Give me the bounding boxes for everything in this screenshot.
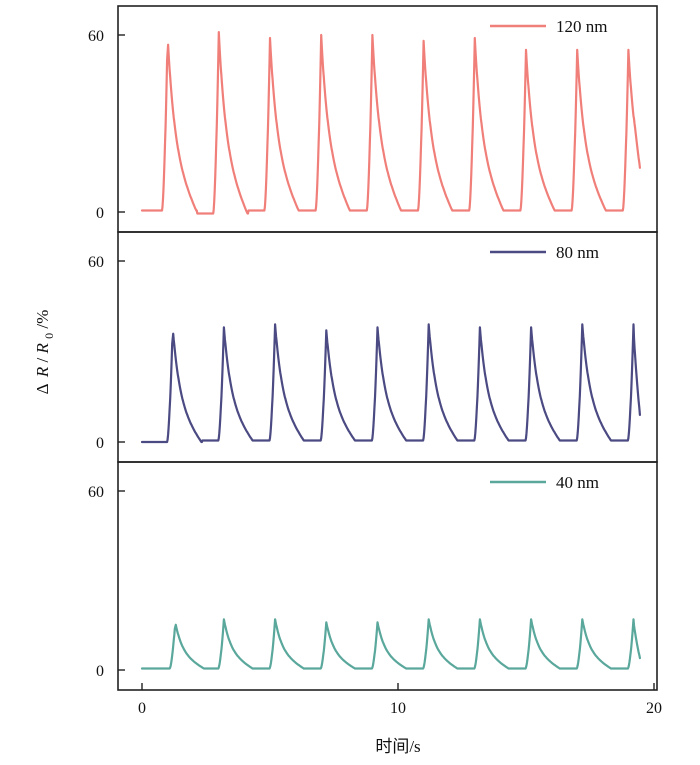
y-axis-label-slash: / bbox=[33, 357, 52, 362]
x-axis-label: 时间/s bbox=[375, 737, 420, 756]
series-line-1 bbox=[140, 31, 641, 215]
y-tick-label: 60 bbox=[88, 254, 104, 271]
x-tick-label: 0 bbox=[138, 700, 146, 717]
legend-label: 80 nm bbox=[556, 243, 599, 262]
y-axis-label-delta: Δ bbox=[33, 383, 52, 394]
panels-layer: 0 60 120 nm 0 60 80 nm 0 60 40 nm bbox=[88, 5, 658, 691]
panel-3: 0 60 40 nm bbox=[88, 461, 658, 691]
y-axis-label-r0: R bbox=[33, 342, 52, 354]
panel-frame bbox=[117, 231, 658, 463]
y-axis-label-subscript: 0 bbox=[42, 333, 56, 339]
panel-1: 0 60 120 nm bbox=[88, 5, 658, 233]
legend-label: 120 nm bbox=[556, 17, 607, 36]
y-tick-label: 0 bbox=[96, 435, 104, 452]
series-line-2 bbox=[140, 323, 641, 444]
y-tick-label: 60 bbox=[88, 28, 104, 45]
x-tick-label: 20 bbox=[646, 700, 662, 717]
legend-label: 40 nm bbox=[556, 473, 599, 492]
y-tick-label: 60 bbox=[88, 484, 104, 501]
y-axis-label-unit: /% bbox=[33, 310, 52, 329]
series-line-3 bbox=[140, 618, 641, 670]
y-axis-label: Δ R / R 0 /% bbox=[33, 310, 57, 395]
y-axis-label-r: R bbox=[33, 366, 52, 378]
x-tick-label: 10 bbox=[390, 700, 406, 717]
panel-2: 0 60 80 nm bbox=[88, 231, 658, 463]
panel-frame bbox=[117, 461, 658, 691]
y-tick-label: 0 bbox=[96, 205, 104, 222]
y-tick-label: 0 bbox=[96, 663, 104, 680]
x-axis: 0 10 20 bbox=[138, 683, 662, 717]
